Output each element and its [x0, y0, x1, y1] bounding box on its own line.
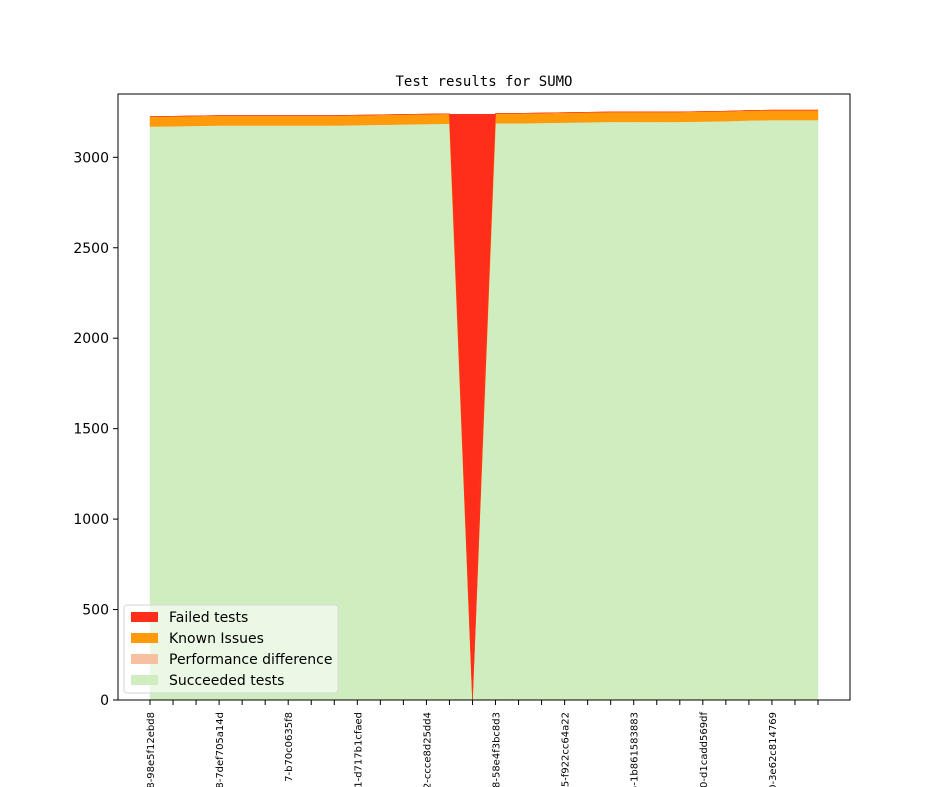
area-series-failed-tests — [149, 109, 818, 701]
y-tick-label: 2500 — [73, 241, 109, 257]
plot-frame — [117, 93, 851, 701]
x-tick-label: 7-b70c0635f8 — [284, 712, 295, 782]
y-tick-label: 2000 — [73, 331, 109, 347]
y-tick-label: 3000 — [73, 150, 109, 166]
x-tick-label: 0-d1cadd569df — [699, 712, 710, 787]
legend-label: Succeeded tests — [169, 673, 284, 689]
legend-swatch — [131, 612, 158, 622]
chart-title: Test results for SUMO — [395, 74, 572, 90]
legend-swatch — [131, 675, 158, 685]
legend-swatch — [131, 633, 158, 643]
x-tick-label: 5-1b861583883 — [630, 712, 641, 787]
y-tick-label: 500 — [82, 603, 109, 619]
x-tick-label: 5-f922cc64a22 — [561, 712, 572, 787]
legend: Failed tests Known Issues Performance diff… — [123, 604, 339, 694]
legend-label: Failed tests — [169, 610, 248, 626]
x-tick-label: 0-3e62c814769 — [768, 712, 779, 787]
legend-swatch — [131, 654, 158, 664]
y-tick-label: 0 — [100, 693, 109, 709]
y-axis: 0 500 1000 1500 2000 2500 3000 — [73, 150, 118, 709]
x-tick-label: 1-d717b1cfaed — [353, 712, 364, 787]
failed-tests-spike — [449, 113, 496, 655]
x-tick-label: 8-58e4f3bc8d3 — [492, 712, 503, 787]
x-tick-label: 2-ccce8d25dd4 — [422, 712, 433, 787]
x-axis: 8-98e5f12ebd8 8-7def705a14d 7-b70c0635f8 1-… — [146, 700, 819, 787]
x-tick-label: 8-98e5f12ebd8 — [146, 712, 157, 787]
y-tick-label: 1500 — [73, 422, 109, 438]
legend-label: Known Issues — [169, 631, 264, 647]
x-tick-label: 8-7def705a14d — [215, 712, 226, 787]
legend-box — [123, 604, 339, 694]
legend-label: Performance difference — [169, 652, 332, 668]
y-tick-label: 1000 — [73, 512, 109, 528]
